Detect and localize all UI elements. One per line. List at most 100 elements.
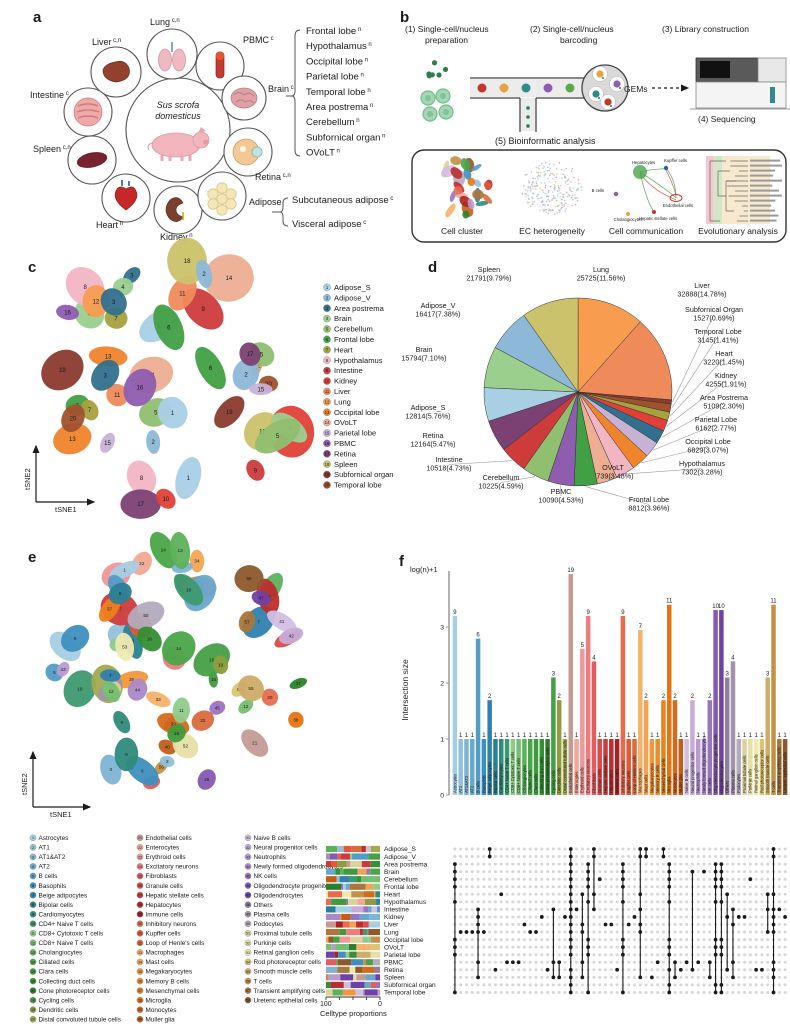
matrix-dot-empty — [690, 855, 694, 859]
matrix-dot-empty — [505, 983, 509, 987]
ec-scatter-dot — [567, 179, 569, 182]
matrix-dot-empty — [656, 907, 660, 911]
matrix-dot-empty — [627, 885, 631, 889]
matrix-dot-empty — [470, 975, 474, 979]
legend-number: 19 — [325, 472, 330, 477]
upset-bar-label: CD8+ Cytotoxic T cells — [510, 752, 515, 793]
legend-label: AT1&AT2 — [39, 854, 66, 861]
legend-label: Ureteric epithelial cells — [254, 997, 318, 1004]
matrix-dot-empty — [783, 877, 787, 881]
tsne-cluster-blob — [115, 632, 135, 661]
proportion-segment — [368, 928, 380, 936]
proportion-segment — [375, 891, 380, 898]
matrix-dot-filled — [731, 975, 735, 980]
matrix-dot-empty — [615, 953, 619, 957]
legend-swatch — [136, 939, 144, 947]
matrix-dot-empty — [586, 855, 590, 859]
ec-scatter-dot — [553, 213, 556, 215]
matrix-dot-empty — [777, 892, 781, 896]
upset-bar — [719, 610, 724, 795]
matrix-dot-empty — [661, 938, 665, 942]
legend-label: Cone photoreceptor cells — [39, 988, 110, 995]
matrix-dot-empty — [528, 907, 532, 911]
legend-item-celltype: 29 Immune cells — [136, 910, 183, 918]
ec-scatter-dot — [574, 194, 576, 196]
matrix-dot-filled — [719, 899, 724, 904]
upset-bar-value: 1 — [679, 733, 683, 739]
legend-number: 54 — [246, 960, 250, 964]
mini-cluster-blob — [471, 164, 482, 171]
matrix-dot-empty — [743, 930, 747, 934]
ec-scatter-dot — [568, 194, 571, 197]
matrix-dot-empty — [540, 923, 544, 926]
matrix-dot-empty — [476, 885, 480, 889]
proportion-segment — [349, 951, 357, 958]
pie-label-value: 10225(4.59%) — [478, 482, 523, 491]
matrix-dot-empty — [650, 960, 654, 964]
matrix-dot-empty — [459, 855, 463, 859]
legend-label: Monocytes — [146, 1007, 177, 1014]
upset-bar-label: Hepatocytes — [609, 770, 614, 793]
cluster-number: 8 — [132, 639, 135, 644]
upset-bar — [551, 677, 556, 795]
legend-swatch — [136, 863, 144, 870]
proportion-segment — [335, 868, 341, 875]
cluster-number: 15 — [174, 731, 180, 736]
proportion-segment — [370, 944, 380, 951]
proportion-segment — [350, 981, 365, 988]
legend-number: 40 — [138, 1018, 142, 1022]
tsne-cluster-blob — [170, 531, 191, 570]
pie-leader-line — [448, 460, 513, 465]
matrix-dot-empty — [598, 930, 602, 934]
matrix-dot-empty — [661, 900, 665, 904]
ec-scatter-dot — [561, 204, 563, 207]
matrix-dot-empty — [777, 900, 781, 904]
legend-number: 8 — [326, 358, 329, 363]
upset-bar — [765, 677, 770, 795]
upset-bar — [533, 739, 539, 795]
matrix-dot-empty — [725, 877, 729, 881]
comm-edges-green — [639, 167, 677, 213]
matrix-dot-empty — [470, 870, 474, 874]
matrix-dot-filled — [453, 990, 457, 995]
matrix-dot-empty — [783, 968, 787, 972]
matrix-dot-empty — [528, 855, 532, 859]
matrix-dot-filled — [649, 975, 654, 980]
ec-scatter-dot — [567, 178, 570, 180]
ec-scatter-dot — [551, 173, 554, 175]
matrix-dot-filled — [771, 922, 776, 927]
matrix-dot-empty — [511, 938, 515, 942]
upset-bar-label: Naive B cells — [684, 769, 689, 793]
matrix-dot-empty — [464, 855, 468, 859]
matrix-dot-empty — [598, 960, 602, 964]
upset-bar-value: 2 — [644, 694, 648, 700]
matrix-dot-empty — [459, 960, 463, 964]
proportion-segment — [353, 974, 357, 981]
cluster-number: 11 — [114, 393, 121, 399]
matrix-dot-empty — [493, 953, 497, 957]
bioinformatics-box — [411, 149, 787, 243]
proportion-segment — [332, 913, 341, 921]
legend-label: T cells — [254, 978, 272, 985]
matrix-dot-empty — [696, 870, 700, 874]
organ-label: Subfornical organ n — [306, 132, 385, 143]
matrix-dot-empty — [499, 983, 503, 987]
ec-scatter-dot — [558, 204, 560, 207]
matrix-dot-empty — [604, 847, 608, 851]
matrix-dot-filled — [638, 930, 643, 934]
tsne-cluster-blob — [82, 285, 110, 318]
ec-scatter-dot — [559, 192, 561, 194]
proportion-segment — [327, 891, 343, 898]
matrix-dot-empty — [748, 915, 752, 919]
matrix-dot-empty — [632, 983, 636, 987]
matrix-dot-empty — [632, 960, 636, 964]
matrix-dot-empty — [604, 975, 608, 979]
upset-bar-label: NK cells — [707, 778, 712, 793]
tsne-cluster-blob — [159, 755, 175, 768]
matrix-dot-filled — [667, 967, 672, 972]
legend-label: OVoLT — [334, 418, 357, 427]
upset-bar — [753, 739, 759, 795]
mini-cluster-blob — [450, 156, 462, 166]
ec-scatter-dot — [547, 204, 549, 206]
proportion-segment — [326, 974, 328, 981]
